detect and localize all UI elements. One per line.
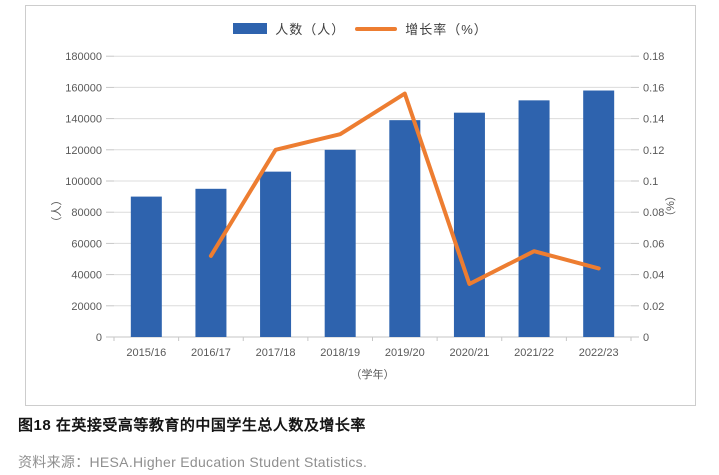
right-axis-tick-label: 0.18 (643, 51, 664, 63)
bar-2018/19 (324, 149, 356, 337)
legend-bar-swatch (233, 23, 268, 34)
right-axis-tick-label: 0 (643, 332, 649, 344)
right-axis-tick-label: 0.16 (643, 82, 664, 94)
x-tick-label: 2021/22 (514, 347, 554, 359)
x-tick-label: 2018/19 (320, 347, 360, 359)
right-axis-tick-label: 0.06 (643, 238, 664, 250)
left-axis-tick-label: 40000 (71, 270, 102, 282)
left-axis-tick-label: 140000 (65, 114, 102, 126)
right-axis-tick-label: 0.1 (643, 176, 658, 188)
right-axis-tick-label: 0.02 (643, 301, 664, 313)
right-axis-tick-label: 0.12 (643, 145, 664, 157)
x-tick-label: 2017/18 (256, 347, 296, 359)
legend-item-students: 人数（人） (233, 19, 345, 38)
x-axis-title: （学年） (351, 367, 395, 381)
right-axis-tick-label: 0.14 (643, 114, 664, 126)
combo-chart: 0 0 20000 0.02 40000 0.04 60000 0.06 80000 0.08 10… (50, 51, 677, 381)
left-axis-tick-label: 60000 (71, 238, 102, 250)
left-axis-tick-label: 180000 (65, 51, 102, 63)
legend-item-growth: 增长率（%） (355, 19, 488, 38)
bar-2020/21 (453, 112, 485, 337)
left-axis-title: （人） (50, 195, 63, 228)
growth-line (208, 91, 601, 286)
bar-2021/22 (518, 100, 550, 338)
x-tick-label: 2019/20 (385, 347, 425, 359)
right-axis-title: （%） (664, 190, 677, 222)
right-axis-tick-label: 0.08 (643, 207, 664, 219)
legend-bar-label: 人数（人） (275, 22, 346, 37)
left-axis-tick-label: 160000 (65, 82, 102, 94)
bar-2019/20 (389, 120, 421, 337)
left-axis-tick-label: 80000 (71, 207, 102, 219)
left-axis-tick-label: 120000 (65, 145, 102, 157)
bar-2016/17 (195, 188, 227, 337)
source-note: 资料来源：HESA.Higher Education Student Stati… (18, 454, 368, 470)
bar-2022/23 (583, 90, 615, 338)
bar-2017/18 (260, 171, 292, 337)
x-tick-label: 2015/16 (126, 347, 166, 359)
left-axis-tick-label: 20000 (71, 301, 102, 313)
left-axis-tick-label: 100000 (65, 176, 102, 188)
x-tick-label: 2020/21 (450, 347, 490, 359)
chart-legend: 人数（人） 增长率（%） (26, 19, 695, 38)
legend-line-swatch (355, 26, 398, 31)
legend-line-label: 增长率（%） (405, 22, 488, 37)
right-axis-tick-label: 0.04 (643, 270, 664, 282)
bar-2015/16 (130, 196, 162, 337)
figure-caption: 图18 在英接受高等教育的中国学生总人数及增长率 (18, 417, 366, 434)
left-axis-tick-label: 0 (96, 332, 102, 344)
chart-panel: 0 0 20000 0.02 40000 0.04 60000 0.06 80000 0.08 10… (25, 5, 696, 406)
x-tick-label: 2016/17 (191, 347, 231, 359)
x-tick-label: 2022/23 (579, 347, 619, 359)
